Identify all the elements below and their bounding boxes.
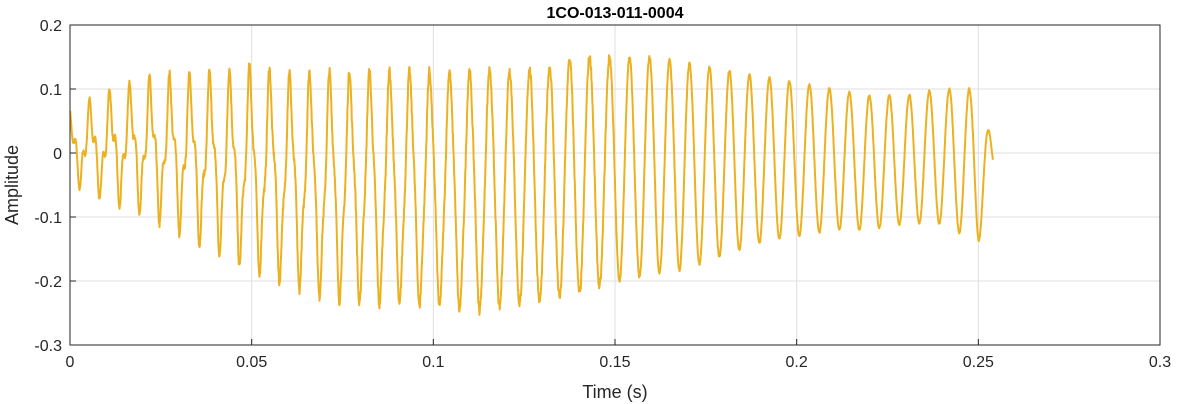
y-tick-label: -0.2 [34, 274, 62, 291]
y-tick-label: 0 [53, 146, 62, 163]
x-tick-label: 0 [66, 354, 75, 371]
x-axis-ticks: 0 0.05 0.1 0.15 0.2 0.25 0.3 [66, 339, 1171, 371]
x-tick-label: 0.25 [963, 354, 994, 371]
y-axis-label: Amplitude [2, 145, 22, 225]
chart-title: 1CO-013-011-0004 [547, 5, 684, 22]
x-tick-label: 0.3 [1149, 354, 1171, 371]
series-line-amplitude [69, 54, 994, 316]
y-axis-ticks: -0.3 -0.2 -0.1 0 0.1 0.2 [34, 18, 76, 355]
y-tick-label: 0.2 [40, 18, 62, 35]
x-tick-label: 0.1 [422, 354, 444, 371]
x-tick-label: 0.05 [236, 354, 267, 371]
x-tick-label: 0.15 [599, 354, 630, 371]
y-tick-label: -0.1 [34, 210, 62, 227]
x-axis-label: Time (s) [582, 382, 647, 402]
x-tick-label: 0.2 [786, 354, 808, 371]
y-tick-label: 0.1 [40, 82, 62, 99]
y-tick-label: -0.3 [34, 338, 62, 355]
